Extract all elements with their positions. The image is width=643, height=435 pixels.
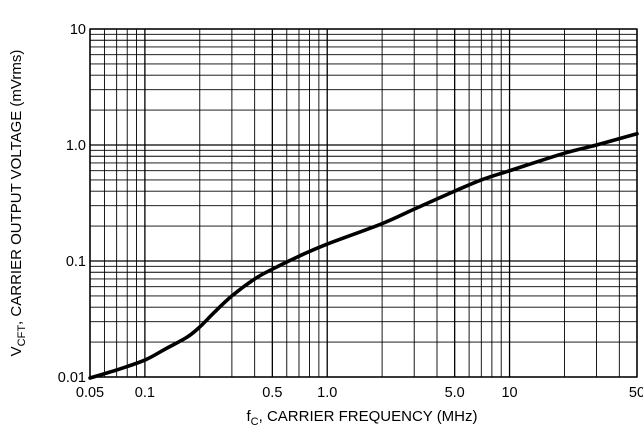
x-tick-label: 0.1 [135, 385, 155, 401]
x-tick-label: 5.0 [445, 385, 465, 401]
y-tick-label: 0.01 [58, 370, 86, 386]
x-tick-labels: 0.05 0.1 0.5 1.0 5.0 10 50 [76, 385, 643, 401]
y-tick-label: 0.1 [66, 254, 86, 270]
grid [89, 28, 638, 378]
y-tick-labels: 0.01 0.1 1.0 10 [58, 22, 86, 386]
x-tick-label: 0.5 [262, 385, 282, 401]
x-tick-label: 0.05 [76, 385, 104, 401]
plot-frame [89, 28, 638, 378]
series-line [88, 131, 639, 380]
x-tick-label: 50 [629, 385, 643, 401]
y-axis-label: VCFT, CARRIER OUTPUT VOLTAGE (mVrms) [8, 50, 28, 357]
y-tick-label: 10 [70, 22, 86, 38]
y-tick-label: 1.0 [66, 138, 86, 154]
x-tick-label: 1.0 [317, 385, 337, 401]
x-axis-label: fC, CARRIER FREQUENCY (MHz) [246, 408, 477, 428]
x-tick-label: 10 [501, 385, 517, 401]
